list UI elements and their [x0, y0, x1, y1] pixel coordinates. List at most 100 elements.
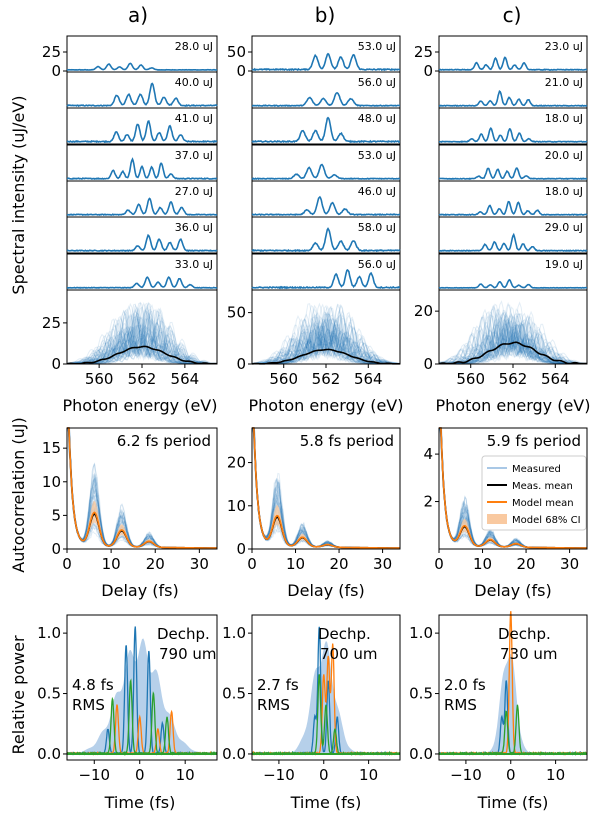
spectrum-trace [66, 157, 218, 181]
avg-spectra-cloud [251, 302, 401, 365]
xtick-label: 10 [176, 766, 195, 784]
pulse-energy-label: 46.0 uJ [358, 185, 396, 198]
spectrum-trace [66, 82, 218, 108]
pulse-energy-label: 36.0 uJ [175, 221, 213, 234]
pulse-energy-label: 18.0 uJ [545, 112, 583, 125]
temporal-frame [251, 614, 401, 761]
rms-label: RMS [444, 696, 477, 714]
pulse-energy-label: 18.0 uJ [545, 185, 583, 198]
xtick-label: 560 [269, 370, 298, 388]
pulse-energy-label: 28.0 uJ [175, 40, 213, 53]
avg-spectra-cloud [66, 301, 218, 365]
mean-spectrum-line [66, 345, 217, 365]
dechp-value: 730 um [500, 645, 558, 663]
xtick-label: 10 [473, 555, 492, 573]
xtick-label: 560 [85, 370, 114, 388]
xtick-label: 10 [102, 555, 121, 573]
xtick-label: 0 [62, 555, 72, 573]
ytick-label: 20 [227, 454, 246, 472]
xtick-label: 30 [190, 555, 209, 573]
rms-value: 4.8 fs [72, 676, 114, 694]
pulse-energy-label: 48.0 uJ [358, 112, 396, 125]
xtick-label: 10 [359, 766, 378, 784]
temporal-ylabel: Relative power [9, 635, 28, 754]
temporal-xlabel-c: Time (fs) [477, 793, 549, 812]
temporal-frame [66, 614, 218, 761]
dechp-label: Dechp. [498, 625, 551, 643]
spectrum-trace [251, 268, 400, 290]
pulse-energy-label: 53.0 uJ [358, 149, 396, 162]
temporal-frame [438, 614, 588, 761]
measured-spectrum [439, 322, 587, 365]
legend-label: Model 68% CI [512, 515, 581, 526]
legend-label: Meas. mean [512, 481, 573, 492]
measured-spectrum [251, 302, 400, 365]
plot-area: 28.0 uJ 40.0 uJ 41.0 uJ 37.0 uJ 27.0 uJ 36.0 … [37, 35, 588, 784]
xtick-label: −10 [263, 766, 295, 784]
temporal-envelope-fill [67, 638, 217, 754]
spectrum-strip-frame [66, 107, 218, 145]
pulse-energy-label: 40.0 uJ [175, 76, 213, 89]
mean-spectrum-line [252, 348, 400, 365]
ytick-label: 0 [236, 540, 246, 558]
xtick-label: 20 [330, 555, 349, 573]
autocorrelation-frame [438, 427, 588, 550]
pulse-energy-label: 23.0 uJ [545, 40, 583, 53]
autocorrelation-frame [66, 427, 218, 550]
autocorrelation-frame [251, 427, 401, 550]
xtick-label: 562 [312, 370, 341, 388]
measured-spectrum [252, 311, 400, 365]
pulse-energy-label: 20.0 uJ [545, 149, 583, 162]
legend-label: Measured [512, 464, 561, 475]
pulse-energy-label: 56.0 uJ [358, 76, 396, 89]
xtick-label: 20 [517, 555, 536, 573]
ytick-label: 0 [51, 540, 61, 558]
ytick-label: 0 [51, 62, 61, 80]
ytick-label: 0.5 [409, 685, 433, 703]
measured-spectrum [438, 301, 588, 365]
pulse-energy-label: 37.0 uJ [175, 149, 213, 162]
ytick-label: 4 [423, 445, 433, 463]
measured-spectrum [66, 306, 217, 365]
pulse-energy-label: 21.0 uJ [545, 76, 583, 89]
spectrum-trace [438, 200, 588, 217]
measured-spectrum [438, 339, 587, 365]
xtick-label: 0 [319, 766, 329, 784]
xtick-label: 564 [354, 370, 383, 388]
pulse-energy-label: 29.0 uJ [545, 221, 583, 234]
pulse-energy-label: 56.0 uJ [358, 258, 396, 271]
measured-spectrum [439, 310, 588, 365]
ytick-label: 50 [227, 304, 246, 322]
rms-value: 2.7 fs [257, 676, 299, 694]
dechp-value: 790 um [159, 645, 217, 663]
xtick-label: −10 [78, 766, 110, 784]
temporal-xlabel-b: Time (fs) [290, 793, 362, 812]
measured-spectrum [438, 312, 587, 365]
spectrum-trace [438, 90, 588, 107]
xtick-label: 30 [373, 555, 392, 573]
ytick-label: 0 [236, 62, 246, 80]
xtick-label: 0 [506, 766, 516, 784]
xtick-label: 560 [456, 370, 485, 388]
panel-label-a: a) [128, 3, 148, 27]
xtick-label: 564 [541, 370, 570, 388]
ytick-label: 0 [51, 355, 61, 373]
spectra-ylabel: Spectral intensity (uJ/eV) [9, 95, 28, 294]
spectrum-trace [251, 227, 401, 253]
period-annotation: 5.8 fs period [300, 432, 394, 450]
legend-swatch [487, 514, 507, 524]
rms-value: 2.0 fs [444, 676, 486, 694]
panel-label-c: c) [503, 3, 522, 27]
spectrum-strip-frame [251, 107, 401, 145]
spectrum-trace [251, 116, 401, 144]
xtick-label: 20 [146, 555, 165, 573]
ytick-label: 1.0 [37, 624, 61, 642]
measured-spectrum [251, 304, 400, 365]
ytick-label: 50 [227, 43, 246, 61]
ytick-label: 5 [51, 506, 61, 524]
measured-spectrum [439, 301, 587, 365]
pulse-energy-label: 53.0 uJ [358, 40, 396, 53]
autocorrelation-ylabel: Autocorrelation (uJ) [9, 417, 28, 572]
spectrum-trace [252, 92, 400, 108]
